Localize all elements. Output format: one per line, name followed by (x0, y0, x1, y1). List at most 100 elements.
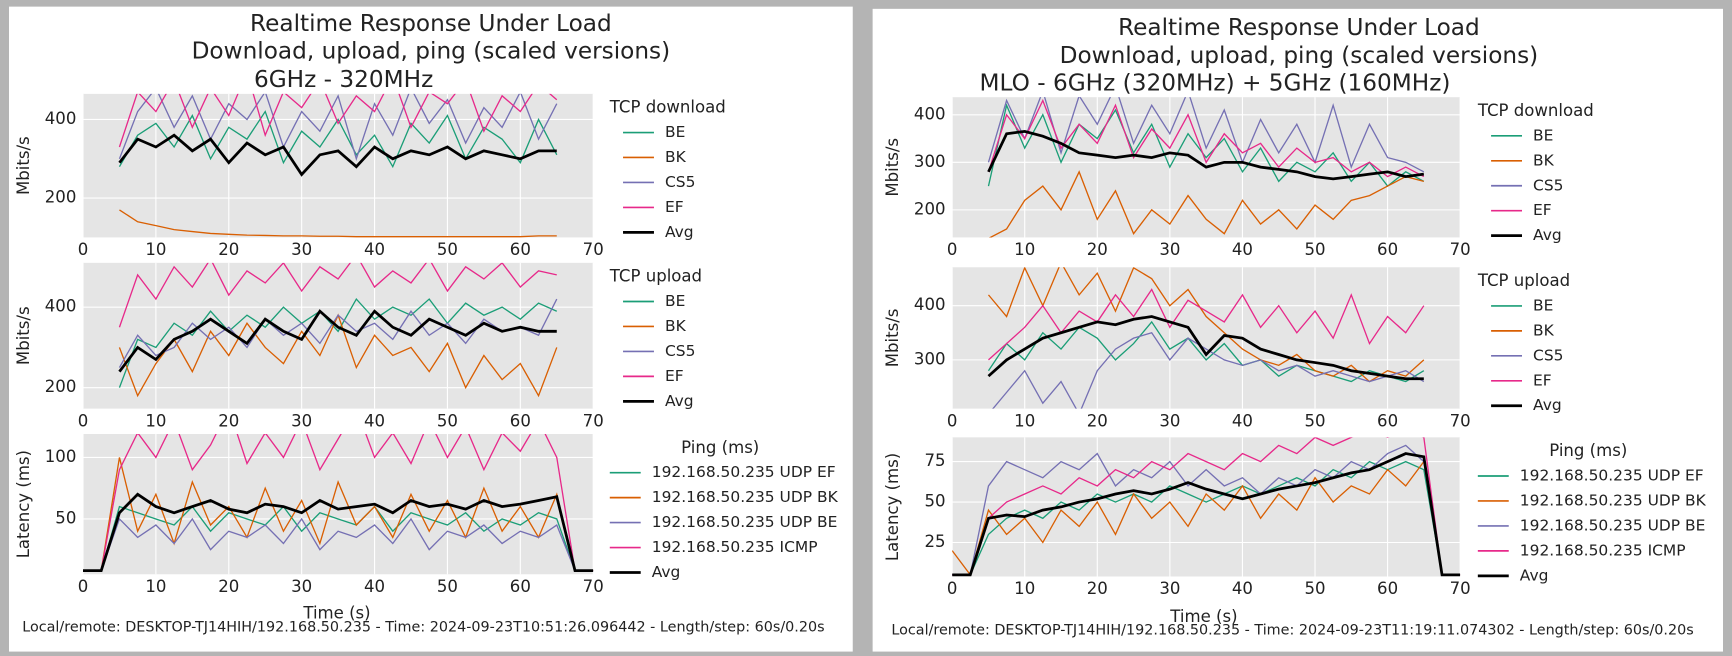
x-tick-label: 10 (145, 411, 166, 430)
legend-label: CS5 (1533, 346, 1563, 364)
x-tick-label: 60 (1377, 579, 1398, 598)
series-line (82, 434, 594, 572)
series-line (987, 267, 1425, 383)
y-axis-label: Latency (ms) (883, 453, 902, 561)
legend-label: EF (1533, 371, 1552, 389)
series-line (952, 437, 1461, 576)
series-line (118, 309, 557, 373)
series-line (118, 93, 558, 162)
series-line (952, 444, 1461, 576)
legend-label: CS5 (1533, 176, 1563, 194)
legend-label: BE (665, 123, 685, 141)
x-tick-label: 20 (1087, 579, 1108, 598)
series-group (952, 437, 1461, 577)
footnote: Local/remote: DESKTOP-TJ14HIH/192.168.50… (22, 619, 824, 635)
legend-title: TCP download (609, 98, 726, 117)
series-line (987, 315, 1424, 381)
legend-label: Avg (1533, 396, 1562, 414)
series-line (988, 170, 1424, 238)
x-tick-label: 20 (218, 240, 239, 259)
x-tick-label: 30 (1159, 240, 1180, 259)
x-tick-label: 10 (145, 577, 166, 596)
x-tick-label: 0 (78, 577, 89, 596)
legend-title: Ping (ms) (1549, 441, 1627, 460)
x-tick-label: 70 (583, 577, 604, 596)
x-tick-label: 50 (437, 240, 458, 259)
y-axis-label: Mbits/s (14, 306, 33, 365)
x-tick-label: 40 (1232, 579, 1253, 598)
chart-title: Download, upload, ping (scaled versions) (1060, 42, 1539, 69)
x-tick-label: 60 (1377, 411, 1398, 430)
plot-area (82, 93, 594, 238)
series-group (82, 434, 594, 573)
y-tick-label: 200 (914, 199, 946, 218)
chart-title: Realtime Response Under Load (250, 10, 612, 37)
x-tick-label: 10 (1014, 240, 1035, 259)
x-tick-label: 0 (947, 411, 958, 430)
chart-title: MLO - 6GHz (320MHz) + 5GHz (160MHz) (980, 69, 1451, 96)
legend-label: Avg (665, 392, 694, 410)
legend-label: Avg (1520, 566, 1549, 584)
series-group (118, 262, 558, 398)
legend-label: EF (665, 367, 684, 385)
x-axis-label: Time (s) (302, 604, 370, 623)
legend-title: TCP download (1477, 101, 1594, 120)
legend-title: TCP upload (1477, 271, 1570, 290)
x-tick-label: 70 (1450, 579, 1471, 598)
x-tick-label: 60 (1377, 240, 1398, 259)
x-tick-label: 40 (1232, 240, 1253, 259)
x-tick-label: 30 (291, 577, 312, 596)
x-tick-label: 50 (437, 411, 458, 430)
x-axis-label: Time (s) (1169, 607, 1237, 626)
x-tick-label: 40 (364, 240, 385, 259)
series-line (987, 98, 1425, 178)
chart-title: Realtime Response Under Load (1118, 14, 1480, 41)
x-tick-label: 70 (583, 240, 604, 259)
x-tick-label: 0 (78, 411, 89, 430)
legend-title: Ping (ms) (681, 438, 759, 457)
x-tick-label: 20 (1087, 240, 1108, 259)
x-tick-label: 50 (1304, 579, 1325, 598)
x-tick-label: 50 (1304, 411, 1325, 430)
chart-title: 6GHz - 320MHz (254, 66, 433, 93)
x-tick-label: 10 (145, 240, 166, 259)
x-tick-label: 60 (510, 240, 531, 259)
y-tick-label: 100 (45, 447, 77, 466)
y-axis-label: Mbits/s (883, 138, 902, 197)
legend-label: 192.168.50.235 ICMP (1520, 541, 1686, 559)
x-tick-label: 70 (583, 411, 604, 430)
y-axis-label: Latency (ms) (14, 450, 33, 558)
plot-area (82, 262, 594, 409)
series-line (987, 320, 1425, 383)
x-tick-label: 0 (947, 240, 958, 259)
chart-title: Download, upload, ping (scaled versions) (192, 37, 671, 64)
x-tick-label: 70 (1450, 240, 1471, 259)
legend-label: Avg (652, 563, 681, 581)
legend-label: BK (1533, 151, 1555, 169)
series-line (118, 110, 558, 169)
series-line (118, 298, 558, 368)
y-tick-label: 200 (45, 377, 77, 396)
x-tick-label: 30 (1159, 579, 1180, 598)
legend-label: 192.168.50.235 UDP EF (1520, 466, 1704, 484)
y-axis-label: Mbits/s (14, 136, 33, 195)
series-line (118, 297, 558, 388)
x-tick-label: 60 (510, 577, 531, 596)
x-tick-label: 40 (1232, 411, 1253, 430)
legend-label: CS5 (665, 173, 695, 191)
legend-label: Avg (1533, 226, 1562, 244)
legend-label: 192.168.50.235 UDP BE (652, 513, 838, 531)
series-line (118, 262, 557, 328)
legend-label: 192.168.50.235 UDP BE (1520, 516, 1706, 534)
x-tick-label: 40 (364, 577, 385, 596)
series-line (82, 517, 594, 572)
x-tick-label: 0 (78, 240, 89, 259)
series-line (82, 492, 594, 573)
y-tick-label: 400 (914, 295, 946, 314)
series-line (987, 97, 1425, 173)
x-tick-label: 40 (364, 411, 385, 430)
legend-label: 192.168.50.235 ICMP (652, 538, 818, 556)
series-group (987, 97, 1425, 238)
